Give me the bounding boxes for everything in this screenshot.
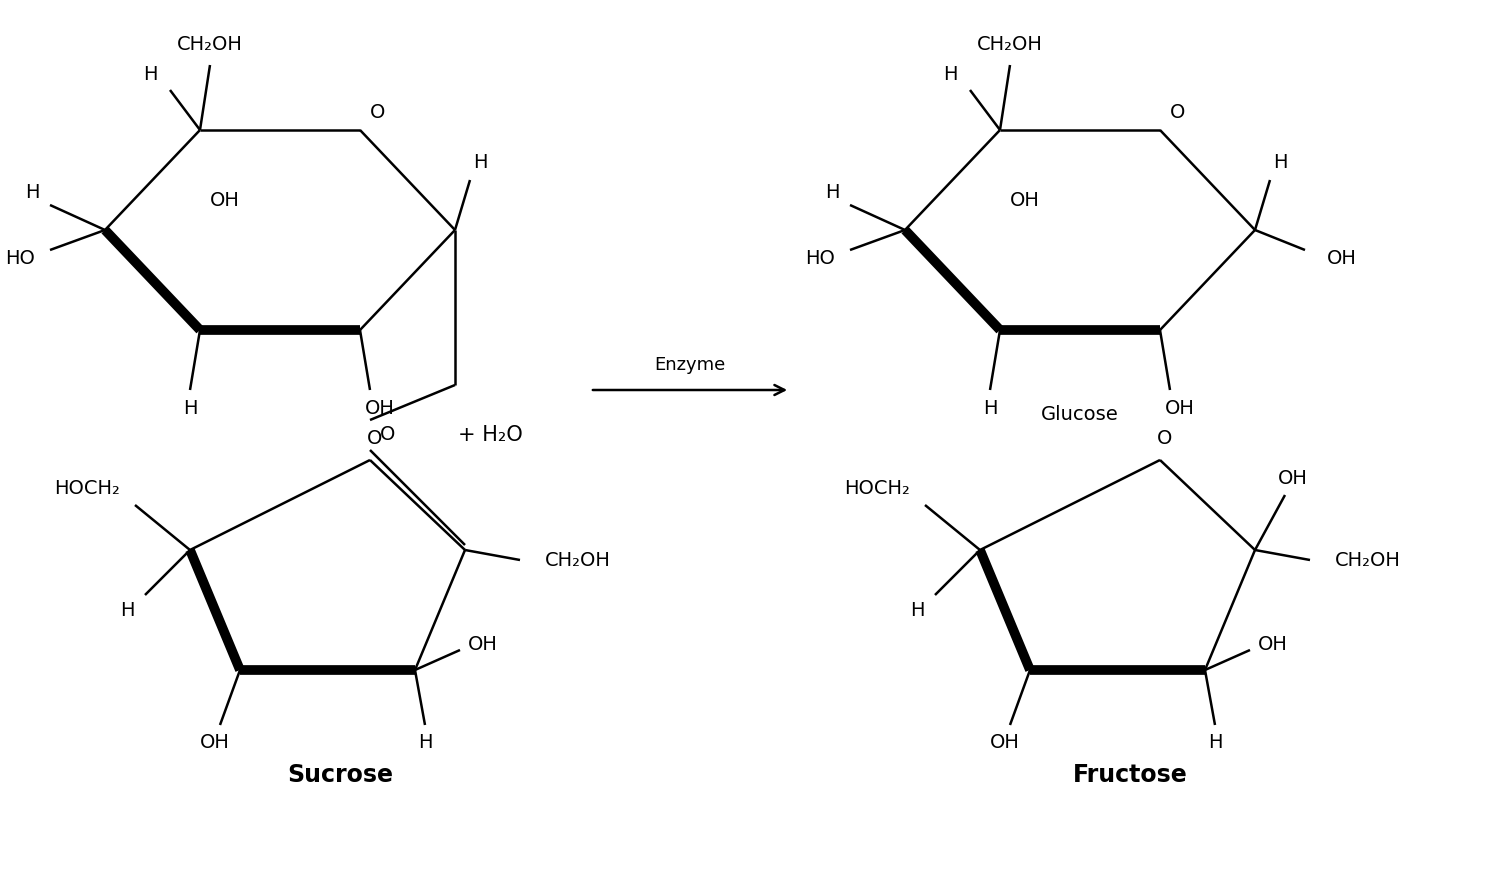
Text: H: H (982, 398, 998, 418)
Text: H: H (120, 601, 135, 619)
Text: + H₂O: + H₂O (458, 425, 522, 445)
Text: OH: OH (468, 635, 498, 655)
Text: OH: OH (1010, 190, 1040, 210)
Text: O: O (370, 102, 386, 122)
Text: H: H (1272, 152, 1287, 172)
Text: Enzyme: Enzyme (654, 356, 726, 374)
Text: H: H (417, 734, 432, 752)
Text: H: H (825, 182, 840, 202)
Text: OH: OH (1258, 635, 1288, 655)
Text: H: H (942, 65, 957, 85)
Text: H: H (142, 65, 158, 85)
Text: H: H (1208, 734, 1222, 752)
Text: HOCH₂: HOCH₂ (844, 478, 910, 498)
Text: HOCH₂: HOCH₂ (54, 478, 120, 498)
Text: HO: HO (806, 248, 836, 268)
Text: OH: OH (210, 190, 240, 210)
Text: OH: OH (200, 734, 230, 752)
Text: O: O (381, 426, 396, 445)
Text: H: H (472, 152, 488, 172)
Text: CH₂OH: CH₂OH (544, 551, 610, 569)
Text: OH: OH (990, 734, 1020, 752)
Text: Fructose: Fructose (1072, 763, 1188, 787)
Text: OH: OH (1166, 398, 1196, 418)
Text: H: H (183, 398, 198, 418)
Text: O: O (1158, 428, 1173, 448)
Text: O: O (1170, 102, 1185, 122)
Text: OH: OH (364, 398, 394, 418)
Text: OH: OH (1328, 248, 1358, 268)
Text: Glucose: Glucose (1041, 405, 1119, 425)
Text: O: O (368, 428, 382, 448)
Text: OH: OH (1278, 469, 1308, 487)
Text: H: H (26, 182, 40, 202)
Text: Sucrose: Sucrose (286, 763, 393, 787)
Text: CH₂OH: CH₂OH (177, 35, 243, 55)
Text: H: H (910, 601, 926, 619)
Text: HO: HO (4, 248, 34, 268)
Text: CH₂OH: CH₂OH (1335, 551, 1401, 569)
Text: CH₂OH: CH₂OH (976, 35, 1042, 55)
